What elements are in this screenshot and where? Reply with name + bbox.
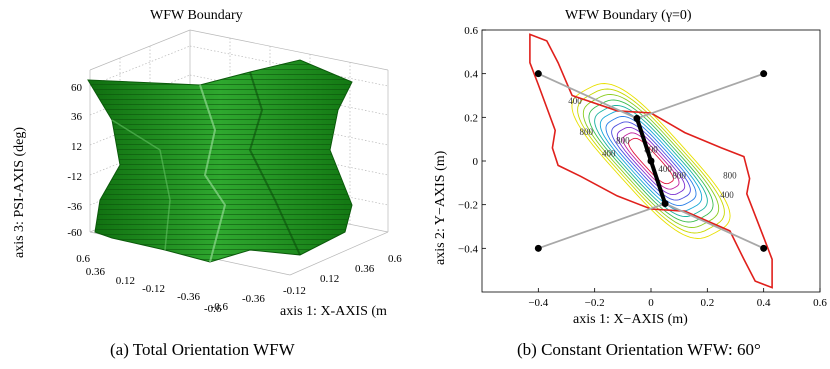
contour-label: 400 bbox=[658, 164, 672, 174]
y-tick-label: 0.6 bbox=[464, 25, 478, 37]
grid-line bbox=[289, 231, 389, 276]
y-tick-label: 0.12 bbox=[116, 275, 135, 287]
leg-line bbox=[664, 202, 765, 250]
surface-ridge bbox=[111, 119, 171, 251]
contour-line bbox=[571, 83, 731, 239]
contour-line bbox=[577, 88, 725, 234]
surface-texture bbox=[88, 60, 352, 262]
panel-b: WFW Boundary (γ=0) −0.4 −0.4 −0.2 −0.2 0 0 0.2… bbox=[415, 0, 830, 369]
x-tick-label: 0.4 bbox=[757, 297, 771, 309]
chart-b-title: WFW Boundary (γ=0) bbox=[565, 8, 692, 23]
chart-b-caption: (b) Constant Orientation WFW: 60° bbox=[517, 340, 761, 359]
chart-b-contour-plot: −0.4 −0.4 −0.2 −0.2 0 0 0.2 0.2 0.4 0.4 0.6 0.6 400… bbox=[458, 25, 827, 309]
contour-label: 400 bbox=[602, 149, 616, 159]
grid-line bbox=[89, 29, 191, 71]
chart-a-caption: (a) Total Orientation WFW bbox=[110, 340, 295, 359]
y-tick-label: 0 bbox=[473, 156, 479, 168]
chart-b-boundary bbox=[529, 33, 773, 289]
x-tick-label: -0.6 bbox=[204, 303, 222, 315]
platform-joint-point bbox=[633, 114, 641, 122]
platform-joint-point bbox=[661, 200, 669, 208]
y-tick-label: 0.4 bbox=[464, 69, 478, 81]
grid-line bbox=[189, 134, 389, 176]
contour-label: 800 bbox=[723, 170, 737, 180]
chart-a-z-ticks: 60 36 12 -12 -36 -60 bbox=[67, 82, 82, 239]
grid-line bbox=[89, 45, 191, 87]
x-tick-label: -0.12 bbox=[283, 285, 306, 297]
grid-line bbox=[189, 45, 389, 87]
y-tick-label: -0.6 bbox=[211, 301, 229, 313]
chart-b-x-axis-label: axis 1: X−AXIS (m) bbox=[573, 312, 688, 327]
x-tick-label: −0.4 bbox=[528, 297, 548, 309]
leg-line bbox=[636, 72, 764, 120]
base-joint-point bbox=[760, 70, 768, 78]
surface-ridge bbox=[199, 84, 227, 263]
x-tick-label: −0.2 bbox=[585, 297, 605, 309]
contour-label: 400 bbox=[720, 190, 734, 200]
x-tick-label: 0.12 bbox=[320, 273, 339, 285]
chart-a-surface bbox=[87, 59, 353, 263]
grid-line bbox=[189, 164, 389, 206]
y-tick-label: 0.2 bbox=[464, 112, 478, 124]
contour-label: 800 bbox=[644, 144, 658, 154]
chart-b-ticks: −0.4 −0.4 −0.2 −0.2 0 0 0.2 0.2 0.4 0.4 0.6 0.6 bbox=[458, 25, 827, 309]
z-tick-label: 36 bbox=[71, 111, 83, 123]
surface-ridge bbox=[248, 71, 301, 256]
contour-line bbox=[599, 110, 703, 212]
z-tick-label: 60 bbox=[71, 82, 83, 94]
chart-b-y-axis-label: axis 2: Y−AXIS (m) bbox=[433, 150, 448, 265]
contour-label: 800 bbox=[616, 136, 630, 146]
grid-line bbox=[189, 29, 389, 71]
chart-a-x-ticks: -0.36 -0.12 0.12 0.36 0.6 -0.6 bbox=[204, 253, 402, 315]
x-tick-label: 0.6 bbox=[388, 253, 402, 265]
contour-label: 800 bbox=[579, 127, 593, 137]
grid-line bbox=[189, 104, 389, 146]
z-tick-label: -12 bbox=[67, 171, 82, 183]
y-tick-label: 0.36 bbox=[86, 266, 106, 278]
base-joint-point bbox=[534, 244, 542, 252]
z-tick-label: 12 bbox=[71, 141, 82, 153]
chart-a-x-axis-label: axis 1: X-AXIS (m bbox=[280, 304, 387, 319]
panel-a: WFW Boundary bbox=[12, 8, 402, 359]
chart-b-points bbox=[534, 70, 768, 252]
base-joint-point bbox=[534, 70, 542, 78]
contour-label: 400 bbox=[568, 96, 582, 106]
base-joint-point bbox=[760, 244, 768, 252]
x-tick-label: 0.2 bbox=[700, 297, 714, 309]
leg-line bbox=[538, 202, 666, 250]
chart-a-y-ticks: 0.6 0.36 0.12 -0.12 -0.36 -0.6 bbox=[76, 253, 228, 313]
chart-a-title: WFW Boundary bbox=[150, 8, 243, 23]
y-tick-label: 0.6 bbox=[76, 253, 90, 265]
z-tick-label: -60 bbox=[67, 227, 82, 239]
chart-a-3d-plot: 60 36 12 -12 -36 -60 0.6 0.36 0.12 -0.12… bbox=[67, 29, 402, 315]
x-tick-label: 0 bbox=[648, 297, 654, 309]
grid-line bbox=[189, 74, 389, 116]
chart-a-z-axis-label: axis 3: PSI-AXIS (deg) bbox=[12, 126, 27, 258]
y-tick-label: −0.4 bbox=[458, 243, 478, 255]
y-tick-label: -0.12 bbox=[142, 283, 165, 295]
z-tick-label: -36 bbox=[67, 201, 82, 213]
x-tick-label: 0.6 bbox=[813, 297, 827, 309]
x-tick-label: -0.36 bbox=[242, 293, 265, 305]
platform-joint-point bbox=[647, 157, 655, 165]
workspace-boundary bbox=[529, 33, 773, 289]
y-tick-label: -0.36 bbox=[177, 291, 200, 303]
x-tick-label: 0.36 bbox=[355, 263, 375, 275]
contour-label: 800 bbox=[672, 170, 686, 180]
y-tick-label: −0.2 bbox=[458, 200, 478, 212]
leg-line bbox=[537, 72, 638, 120]
